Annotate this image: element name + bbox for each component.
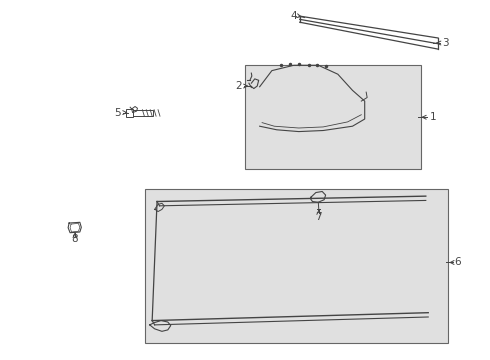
Bar [126, 109, 133, 117]
Text: 8: 8 [72, 234, 78, 244]
Text: 1: 1 [430, 112, 437, 122]
Text: 2: 2 [235, 81, 242, 91]
Bar [129, 110, 153, 116]
Text: 5: 5 [115, 108, 121, 118]
Text: 7: 7 [316, 212, 322, 221]
Text: 4: 4 [291, 11, 297, 21]
Bar [145, 189, 448, 343]
Text: 6: 6 [454, 257, 461, 267]
Text: 3: 3 [442, 38, 449, 48]
Bar [245, 65, 421, 169]
